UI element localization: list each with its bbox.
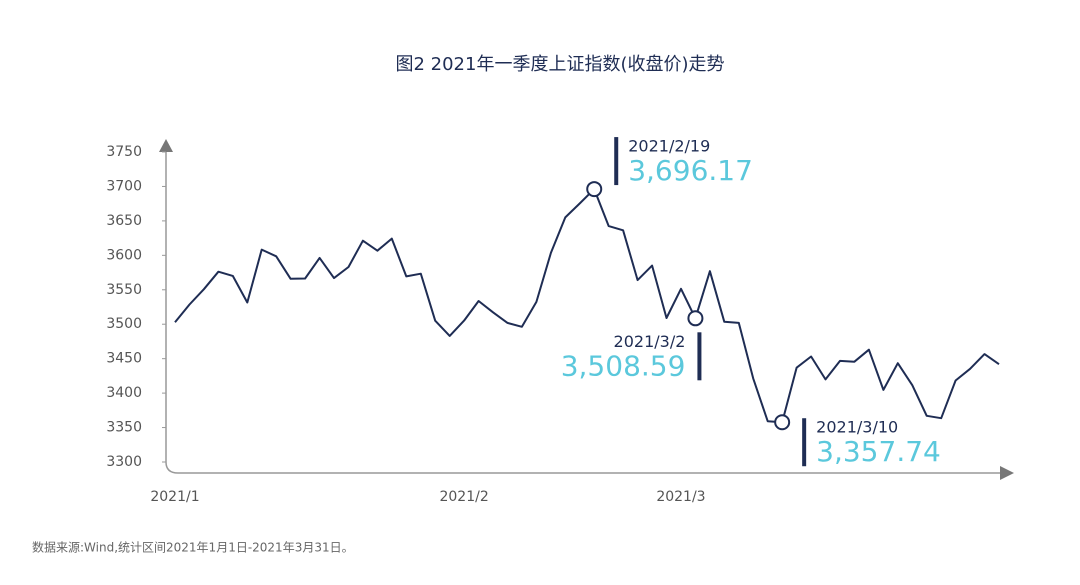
annotation-date: 2021/3/10 bbox=[816, 418, 898, 437]
annotation-bar bbox=[697, 332, 702, 381]
y-tick-label: 3700 bbox=[106, 178, 142, 194]
annotation-date: 2021/2/19 bbox=[628, 137, 710, 156]
x-tick-label: 2021/2 bbox=[439, 489, 488, 505]
x-arrow bbox=[1000, 466, 1014, 480]
highlight-point bbox=[687, 310, 704, 327]
y-tick-label: 3400 bbox=[106, 385, 142, 401]
annotation-date: 2021/3/2 bbox=[614, 332, 686, 351]
y-tick-label: 3750 bbox=[106, 144, 142, 160]
y-tick-label: 3600 bbox=[106, 247, 142, 263]
annotation-value: 3,508.59 bbox=[561, 349, 686, 382]
y-tick-label: 3550 bbox=[106, 282, 142, 298]
axes bbox=[165, 152, 1000, 474]
annotation-value: 3,696.17 bbox=[628, 154, 753, 187]
annotation-bar bbox=[802, 418, 807, 467]
y-tick-label: 3500 bbox=[106, 316, 142, 332]
y-arrow bbox=[159, 139, 173, 152]
footnote: 数据来源:Wind,统计区间2021年1月1日-2021年3月31日。 bbox=[32, 540, 354, 555]
y-tick-label: 3350 bbox=[106, 420, 142, 436]
x-tick-label: 2021/1 bbox=[150, 489, 199, 505]
chart-title: 图2 2021年一季度上证指数(收盘价)走势 bbox=[395, 54, 724, 75]
annotation-value: 3,357.74 bbox=[816, 435, 941, 468]
x-tick-label: 2021/3 bbox=[656, 489, 705, 505]
highlight-point bbox=[586, 181, 603, 198]
annotation-bar bbox=[614, 137, 619, 186]
y-tick-label: 3300 bbox=[106, 454, 142, 470]
y-tick-label: 3450 bbox=[106, 351, 142, 367]
highlight-point bbox=[774, 414, 791, 431]
line-series bbox=[174, 188, 1000, 424]
y-tick-label: 3650 bbox=[106, 213, 142, 229]
